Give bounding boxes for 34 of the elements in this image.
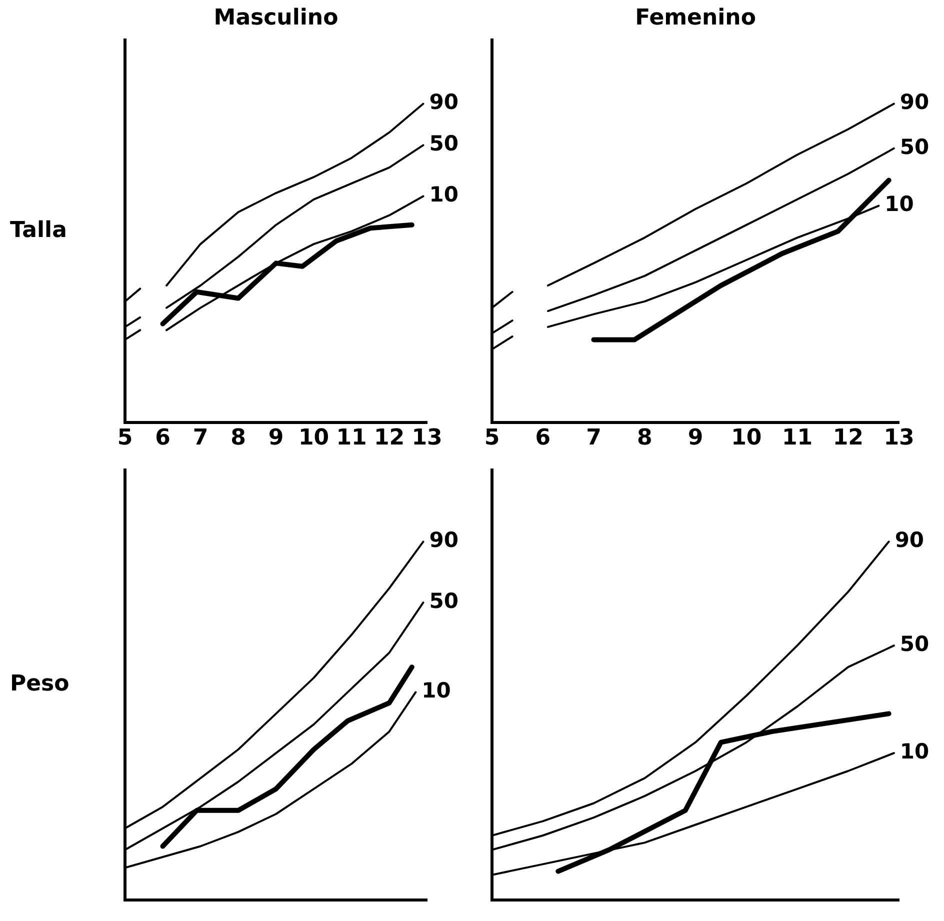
series-label: 10 (900, 740, 930, 764)
series-label: 90 (900, 90, 930, 114)
series-label: 50 (900, 134, 930, 159)
chart-title: Femenino (635, 6, 756, 31)
x-tick-label: 11 (336, 426, 367, 451)
y-axis-title: Peso (10, 672, 70, 697)
chart-title: Masculino (214, 6, 338, 31)
x-tick-label: 10 (298, 426, 330, 451)
series-label: 90 (894, 528, 924, 552)
x-tick-label: 13 (412, 426, 442, 451)
x-tick-label: 8 (636, 426, 652, 451)
series-label: 50 (429, 589, 458, 614)
x-tick-label: 5 (117, 426, 133, 451)
x-tick-label: 9 (268, 426, 284, 451)
series-label: 10 (884, 192, 914, 216)
series-label: 10 (429, 182, 458, 207)
series-label: 50 (429, 132, 458, 156)
x-tick-label: 10 (731, 426, 762, 451)
series-label: 10 (422, 678, 451, 703)
x-tick-label: 11 (782, 426, 813, 451)
x-tick-label: 5 (484, 426, 500, 451)
x-tick-label: 12 (374, 426, 405, 451)
x-tick-label: 12 (832, 426, 864, 451)
x-tick-label: 7 (586, 426, 602, 451)
series-label: 50 (900, 632, 930, 656)
x-tick-label: 9 (688, 426, 704, 451)
x-tick-label: 6 (535, 426, 551, 451)
series-label: 90 (429, 528, 458, 552)
x-tick-label: 6 (155, 426, 170, 451)
x-tick-label: 7 (192, 426, 208, 451)
series-label: 90 (429, 90, 458, 114)
x-tick-label: 13 (884, 426, 914, 451)
y-axis-title: Talla (10, 218, 67, 244)
x-tick-label: 8 (230, 426, 246, 451)
